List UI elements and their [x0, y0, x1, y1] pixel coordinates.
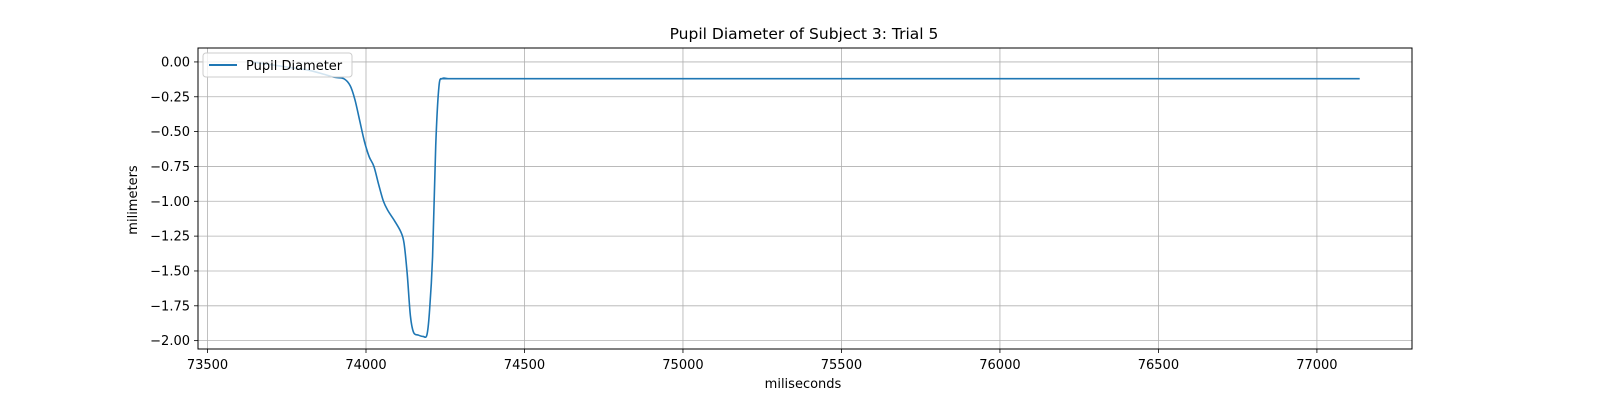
- series-layer: [251, 61, 1360, 339]
- x-axis: 73500 74000 74500 75000 75500 76000 76500 77000: [187, 349, 1338, 373]
- y-tick-label: −1.00: [150, 195, 190, 210]
- chart-title: Pupil Diameter of Subject 3: Trial 5: [670, 25, 939, 43]
- y-tick-label: −0.50: [150, 125, 190, 140]
- y-tick-label: 0.00: [161, 55, 190, 70]
- x-tick-label: 73500: [187, 358, 228, 373]
- y-axis-label: milimeters: [126, 165, 141, 235]
- grid: [198, 48, 1412, 349]
- y-tick-label: −1.25: [150, 230, 190, 245]
- y-axis: 0.00 −0.25 −0.50 −0.75 −1.00 −1.25 −1.50 −1.75 −…: [150, 55, 198, 349]
- y-tick-label: −0.75: [150, 160, 190, 175]
- y-tick-label: −0.25: [150, 90, 190, 105]
- x-tick-label: 74000: [345, 358, 386, 373]
- x-tick-label: 76500: [1138, 358, 1179, 373]
- series-line-pupil-diameter: [251, 61, 1360, 339]
- x-tick-label: 74500: [504, 358, 545, 373]
- x-axis-label: miliseconds: [765, 377, 842, 392]
- legend: Pupil Diameter: [202, 52, 353, 78]
- x-tick-label: 76000: [979, 358, 1020, 373]
- x-tick-label: 75000: [662, 358, 703, 373]
- y-tick-label: −1.75: [150, 299, 190, 314]
- x-tick-label: 75500: [821, 358, 862, 373]
- plot-frame: [197, 47, 1413, 350]
- legend-label: Pupil Diameter: [246, 59, 343, 74]
- legend-box: [202, 52, 353, 78]
- y-tick-label: −2.00: [150, 334, 190, 349]
- x-tick-label: 77000: [1296, 358, 1337, 373]
- y-tick-label: −1.50: [150, 264, 190, 279]
